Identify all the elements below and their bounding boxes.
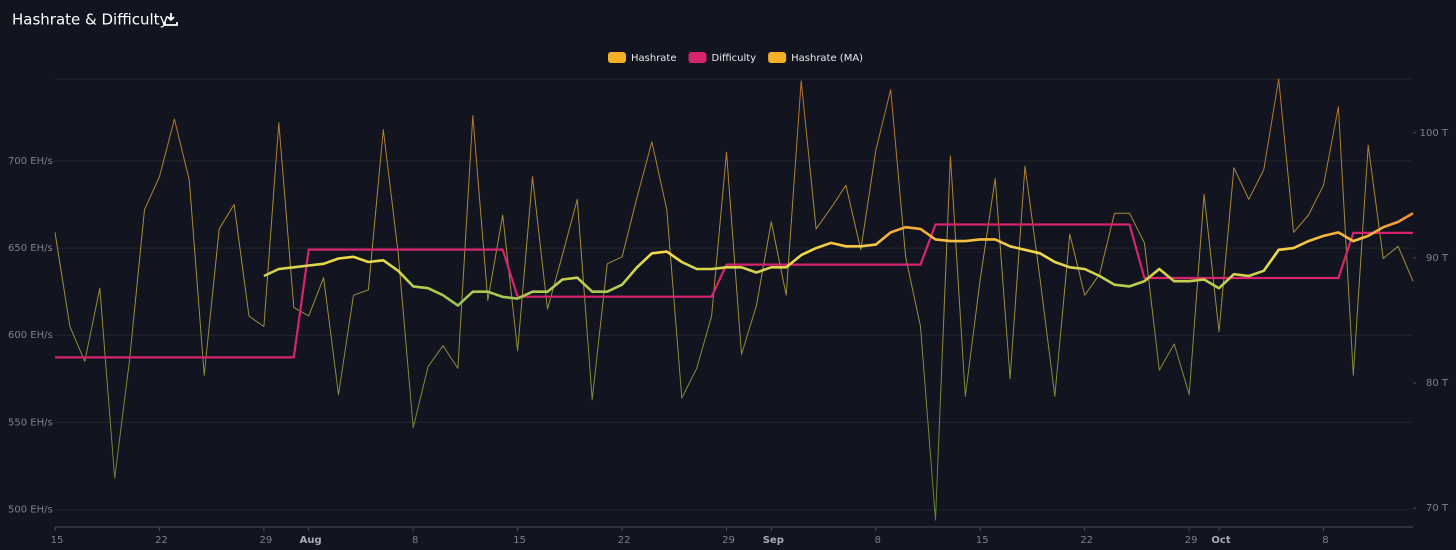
series-line — [55, 223, 1413, 359]
y2-tick-label: 90 T — [1426, 253, 1449, 264]
download-icon[interactable] — [164, 13, 178, 26]
x-tick-label: 29 — [722, 535, 735, 546]
x-tick-label: 8 — [875, 535, 881, 546]
series-line — [54, 78, 1414, 521]
x-tick-label: 22 — [618, 535, 631, 546]
y2-tick-label: 70 T — [1426, 503, 1449, 514]
legend-swatch — [688, 52, 707, 63]
x-tick-label: 15 — [51, 535, 64, 546]
y-tick-label: 650 EH/s — [8, 243, 53, 254]
y-tick-label: 700 EH/s — [8, 156, 53, 167]
legend-label: Difficulty — [712, 53, 757, 64]
x-tick-label: 8 — [412, 535, 418, 546]
chart-title: Hashrate & Difficulty — [12, 11, 169, 29]
y-tick-label: 550 EH/s — [8, 417, 53, 428]
y-tick-label: 600 EH/s — [8, 330, 53, 341]
legend-swatch — [608, 52, 626, 63]
legend-swatch — [768, 52, 787, 63]
legend: Hashrate Difficulty Hashrate (MA) — [608, 52, 863, 64]
x-tick-label: 8 — [1322, 535, 1328, 546]
x-tick-label: Sep — [763, 535, 784, 546]
x-tick-label: Oct — [1211, 535, 1230, 546]
y-tick-label: 500 EH/s — [8, 505, 53, 516]
y2-tick-label: 80 T — [1426, 378, 1449, 389]
y2-tick-label: 100 T — [1420, 128, 1449, 139]
legend-label: Hashrate (MA) — [791, 53, 863, 64]
x-tick-label: 15 — [976, 535, 989, 546]
x-tick-label: 29 — [260, 535, 273, 546]
x-tick-label: 15 — [513, 535, 526, 546]
x-tick-label: 22 — [155, 535, 168, 546]
series-line — [263, 212, 1414, 307]
x-tick-label: 22 — [1080, 535, 1093, 546]
legend-label: Hashrate — [631, 53, 677, 64]
x-tick-label: Aug — [300, 535, 322, 546]
x-tick-label: 29 — [1185, 535, 1198, 546]
